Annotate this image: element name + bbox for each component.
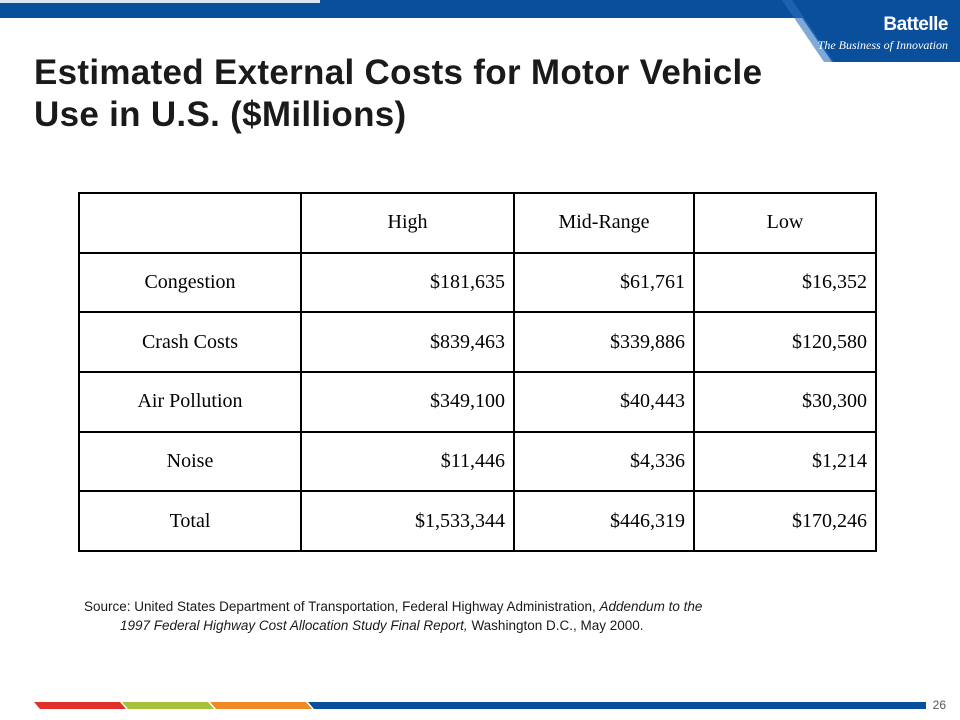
- cell-mid-range: $4,336: [513, 430, 695, 493]
- table-row: Air Pollution $349,100 $40,443 $30,300: [78, 370, 877, 433]
- source-suffix: Washington D.C., May 2000.: [467, 618, 644, 633]
- cell-high: $1,533,344: [300, 490, 515, 552]
- source-line2: 1997 Federal Highway Cost Allocation Stu…: [84, 616, 844, 635]
- header-cell-mid-range: Mid-Range: [513, 192, 695, 254]
- stripe-green: [122, 702, 214, 709]
- header-cell-high: High: [300, 192, 515, 254]
- cost-table: High Mid-Range Low Congestion $181,635 $…: [78, 192, 877, 552]
- source-citation: Source: United States Department of Tran…: [84, 597, 844, 635]
- table-row: Congestion $181,635 $61,761 $16,352: [78, 251, 877, 314]
- page-number: 26: [932, 698, 946, 712]
- slide-title: Estimated External Costs for Motor Vehic…: [34, 53, 763, 134]
- cell-low: $16,352: [693, 251, 877, 314]
- cell-mid-range: $61,761: [513, 251, 695, 314]
- cell-mid-range: $446,319: [513, 490, 695, 552]
- stripe-orange: [210, 702, 312, 709]
- row-label: Noise: [78, 430, 302, 493]
- cell-mid-range: $40,443: [513, 370, 695, 433]
- battelle-logo: Battelle The Business of Innovation: [770, 0, 960, 62]
- header-cell-empty: [78, 192, 302, 254]
- source-report-title-part2: 1997 Federal Highway Cost Allocation Stu…: [120, 618, 468, 633]
- top-banner: [0, 0, 960, 18]
- logo-tab-shape: [782, 0, 960, 62]
- cell-high: $11,446: [300, 430, 515, 493]
- logo-name: Battelle: [883, 14, 948, 35]
- cell-high: $181,635: [300, 251, 515, 314]
- stripe-red: [34, 702, 126, 709]
- table-row: Crash Costs $839,463 $339,886 $120,580: [78, 311, 877, 373]
- source-report-title-part1: Addendum to the: [599, 599, 703, 614]
- table-row-total: Total $1,533,344 $446,319 $170,246: [78, 490, 877, 552]
- cell-low: $30,300: [693, 370, 877, 433]
- cell-high: $839,463: [300, 311, 515, 373]
- row-label: Total: [78, 490, 302, 552]
- cell-mid-range: $339,886: [513, 311, 695, 373]
- source-prefix: Source: United States Department of Tran…: [84, 599, 600, 614]
- stripe-blue: [308, 702, 926, 709]
- table-row: Noise $11,446 $4,336 $1,214: [78, 430, 877, 493]
- logo-tagline: The Business of Innovation: [817, 38, 948, 52]
- row-label: Congestion: [78, 251, 302, 314]
- row-label: Crash Costs: [78, 311, 302, 373]
- cell-low: $1,214: [693, 430, 877, 493]
- table-header-row: High Mid-Range Low: [78, 192, 877, 254]
- cell-low: $120,580: [693, 311, 877, 373]
- top-banner-highlight: [0, 0, 320, 3]
- row-label: Air Pollution: [78, 370, 302, 433]
- footer-stripe: [34, 702, 926, 709]
- header-cell-low: Low: [693, 192, 877, 254]
- cell-high: $349,100: [300, 370, 515, 433]
- cell-low: $170,246: [693, 490, 877, 552]
